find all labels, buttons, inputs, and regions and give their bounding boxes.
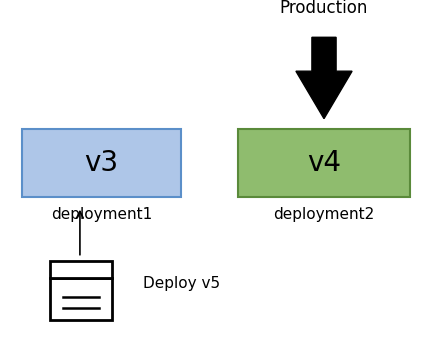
- Text: deployment1: deployment1: [51, 207, 152, 222]
- Text: Deploy v5: Deploy v5: [143, 276, 220, 291]
- Bar: [238, 129, 410, 197]
- Text: v4: v4: [307, 149, 341, 177]
- Text: Production: Production: [280, 0, 368, 17]
- Polygon shape: [296, 37, 352, 119]
- Bar: [50, 261, 112, 278]
- Text: v3: v3: [85, 149, 118, 177]
- Bar: [22, 129, 181, 197]
- Text: deployment2: deployment2: [273, 207, 375, 222]
- Bar: [50, 278, 112, 320]
